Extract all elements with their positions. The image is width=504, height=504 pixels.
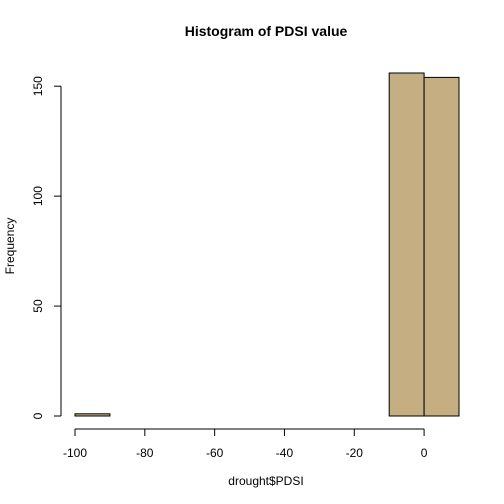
- x-tick-label-3: -40: [276, 446, 294, 460]
- chart-title: Histogram of PDSI value: [185, 23, 348, 39]
- histogram-bar-0: [75, 414, 110, 416]
- y-axis-label: Frequency: [3, 218, 17, 275]
- histogram-bar-10: [424, 77, 459, 416]
- bars-group: [75, 73, 459, 416]
- y-tick-label-2: 100: [31, 186, 45, 206]
- x-tick-label-2: -60: [206, 446, 224, 460]
- y-tick-label-0: 0: [31, 412, 45, 419]
- y-tick-label-1: 50: [31, 299, 45, 313]
- x-tick-label-0: -100: [63, 446, 87, 460]
- x-tick-label-4: -20: [346, 446, 364, 460]
- x-axis-label: drought$PDSI: [228, 474, 303, 488]
- y-ticks-group: 0 50 100 150: [31, 76, 61, 419]
- histogram-bar-9: [389, 73, 424, 416]
- x-ticks-group: -100 -80 -60 -40 -20 0: [63, 429, 428, 460]
- x-tick-label-1: -80: [136, 446, 154, 460]
- y-tick-label-3: 150: [31, 76, 45, 96]
- x-tick-label-5: 0: [421, 446, 428, 460]
